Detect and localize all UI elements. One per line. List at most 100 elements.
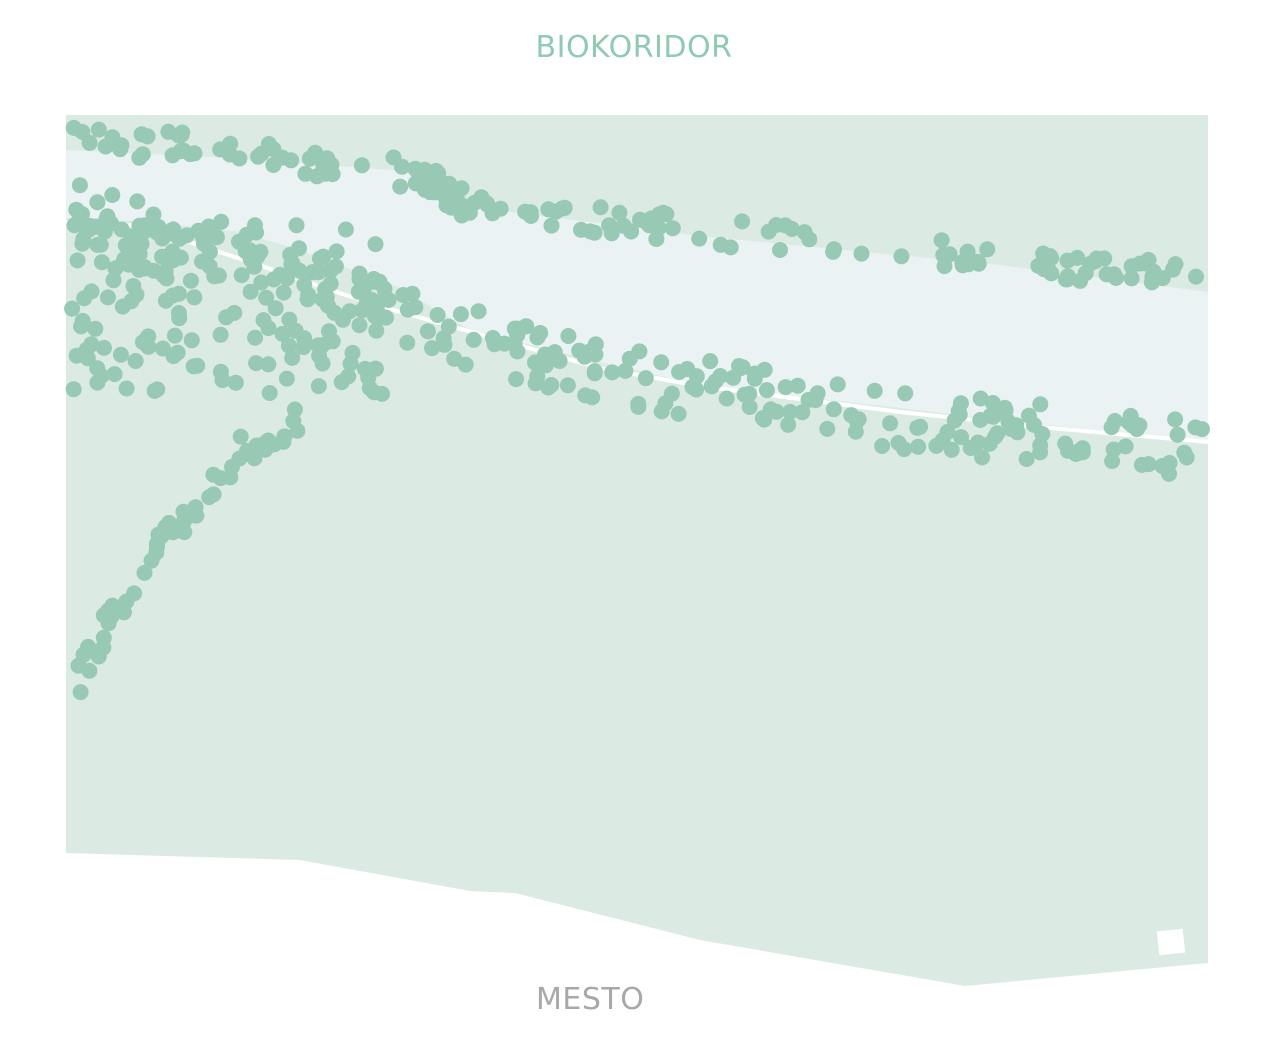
tree-icon [321, 323, 337, 340]
map-title: BIOKORIDOR [535, 30, 733, 65]
tree-icon [850, 411, 867, 428]
tree-icon [131, 246, 148, 263]
tree-icon [1188, 268, 1204, 285]
tree-icon [87, 218, 104, 235]
tree-icon [952, 395, 969, 412]
tree-icon [278, 370, 295, 387]
tree-icon [897, 385, 914, 402]
tree-icon [653, 354, 670, 371]
tree-icon [1108, 269, 1124, 286]
tree-icon [1140, 251, 1157, 268]
tree-icon [1059, 271, 1076, 288]
tree-icon [1106, 413, 1123, 429]
tree-icon [356, 278, 373, 295]
tree-icon [559, 377, 576, 394]
tree-icon [212, 326, 229, 343]
tree-icon [368, 322, 385, 339]
tree-icon [248, 355, 265, 372]
small-building [1156, 928, 1186, 956]
tree-icon [333, 374, 350, 391]
tree-icon [979, 241, 996, 258]
tree-icon [176, 513, 192, 530]
tree-icon [658, 206, 675, 223]
tree-icon [772, 242, 788, 258]
tree-icon [586, 363, 603, 380]
tree-icon [295, 339, 312, 356]
tree-icon [205, 466, 222, 483]
tree-icon [910, 438, 927, 455]
tree-icon [540, 379, 557, 396]
tree-icon [89, 374, 106, 391]
tree-icon [465, 331, 482, 348]
tree-icon [83, 336, 100, 353]
tree-icon [118, 380, 135, 397]
tree-icon [171, 230, 188, 247]
tree-icon [158, 270, 175, 287]
tree-icon [734, 213, 751, 230]
tree-icon [146, 382, 163, 399]
tree-icon [446, 350, 463, 367]
tree-icon [984, 395, 1001, 411]
tree-icon [210, 267, 227, 284]
tree-icon [1154, 458, 1171, 474]
tree-icon [492, 200, 509, 217]
tree-icon [1032, 396, 1049, 413]
tree-icon [99, 289, 116, 306]
tree-icon [83, 283, 100, 300]
tree-icon [81, 662, 98, 679]
tree-icon [782, 403, 799, 420]
tree-icon [314, 337, 331, 353]
tree-icon [105, 272, 122, 289]
tree-icon [712, 236, 729, 253]
tree-icon [283, 256, 300, 273]
tree-icon [1009, 424, 1026, 441]
tree-icon [351, 317, 368, 334]
tree-icon [604, 364, 621, 381]
tree-icon [725, 369, 742, 386]
tree-icon [131, 149, 148, 166]
tree-icon [205, 486, 222, 503]
tree-icon [453, 180, 470, 197]
tree-icon [741, 399, 758, 415]
tree-icon [1164, 261, 1181, 278]
tree-icon [623, 223, 640, 240]
tree-icon [587, 336, 604, 353]
city-label: MESTO [536, 982, 645, 1017]
tree-icon [297, 165, 314, 182]
tree-icon [72, 684, 89, 701]
tree-icon [351, 265, 368, 282]
tree-icon [1088, 250, 1105, 267]
tree-icon [601, 217, 618, 234]
tree-icon [233, 267, 250, 284]
tree-icon [747, 365, 764, 382]
tree-icon [227, 374, 244, 391]
tree-icon [260, 356, 277, 373]
tree-icon [671, 364, 688, 380]
tree-icon [943, 441, 960, 458]
tree-icon [1035, 245, 1052, 262]
tree-icon [517, 203, 534, 220]
tree-icon [107, 260, 124, 277]
tree-icon [92, 236, 109, 253]
tree-icon [936, 258, 953, 275]
tree-icon [154, 340, 171, 357]
tree-icon [825, 243, 842, 260]
tree-icon [509, 327, 526, 344]
tree-icon [274, 325, 291, 342]
tree-icon [928, 437, 945, 454]
tree-icon [188, 507, 205, 524]
tree-icon [509, 343, 526, 360]
tree-icon [276, 428, 293, 445]
tree-icon [87, 320, 104, 337]
tree-icon [152, 223, 169, 240]
tree-icon [508, 371, 525, 388]
tree-icon [232, 428, 249, 445]
tree-icon [248, 247, 265, 263]
tree-icon [104, 597, 121, 614]
tree-icon [367, 360, 384, 377]
tree-icon [164, 287, 181, 304]
tree-icon [890, 434, 907, 451]
tree-icon [546, 344, 563, 361]
tree-icon [173, 126, 190, 143]
tree-icon [213, 213, 230, 230]
